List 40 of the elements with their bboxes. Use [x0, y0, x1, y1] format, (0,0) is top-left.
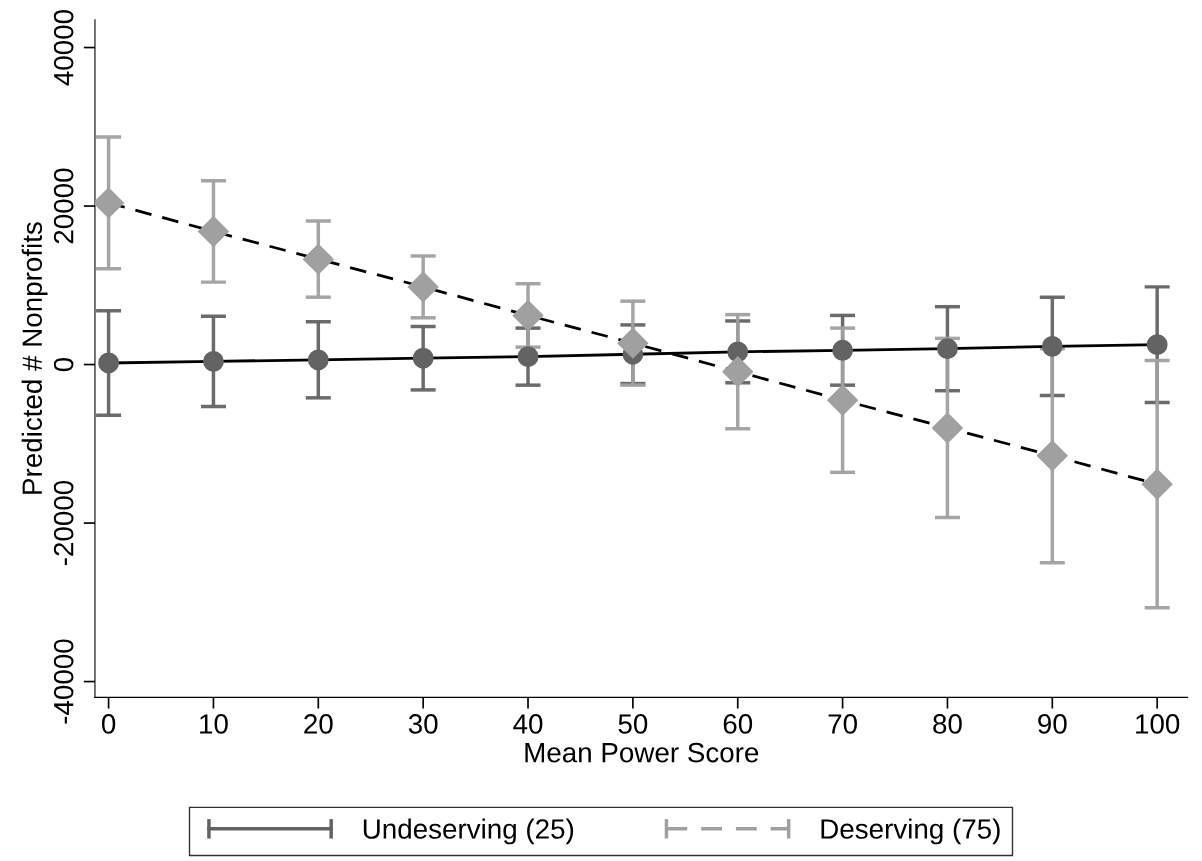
- x-tick-label: 100: [1136, 714, 1180, 734]
- y-tick-label: 40000: [53, 10, 74, 86]
- legend-label: Undeserving (25): [363, 818, 574, 845]
- y-tick-label: -40000: [53, 639, 74, 724]
- point: [617, 327, 649, 359]
- point: [1141, 468, 1173, 500]
- x-axis-title: Mean Power Score: [525, 742, 759, 763]
- point: [1146, 334, 1168, 356]
- point: [1041, 335, 1063, 357]
- point: [412, 347, 434, 369]
- x-tick-label: 70: [828, 714, 857, 734]
- point: [832, 339, 854, 361]
- point: [932, 412, 963, 444]
- x-tick-label: 20: [304, 714, 333, 734]
- point: [407, 271, 439, 303]
- point: [302, 243, 334, 275]
- x-tick-label: 10: [200, 714, 228, 734]
- point: [94, 187, 125, 219]
- x-tick-label: 30: [408, 714, 438, 734]
- point: [1036, 440, 1068, 472]
- x-tick-label: 40: [513, 714, 543, 734]
- point: [198, 215, 229, 247]
- x-tick-label: 50: [618, 714, 648, 734]
- y-tick-label: 0: [53, 357, 74, 372]
- x-tick-label: 80: [933, 714, 962, 734]
- point: [512, 299, 544, 331]
- point: [307, 349, 329, 371]
- x-tick-label: 90: [1038, 714, 1067, 734]
- legend-label: Deserving (75): [821, 818, 1000, 845]
- y-tick-label: 20000: [53, 168, 74, 244]
- point: [98, 352, 120, 374]
- point: [722, 356, 754, 388]
- point: [517, 346, 539, 368]
- x-tick-label: 0: [101, 714, 116, 734]
- point: [827, 384, 859, 416]
- y-tick-label: -20000: [53, 480, 74, 566]
- y-axis-title: Predicted # Nonprofits: [21, 222, 48, 494]
- point: [203, 350, 224, 372]
- x-tick-label: 60: [723, 714, 753, 734]
- point: [937, 338, 958, 360]
